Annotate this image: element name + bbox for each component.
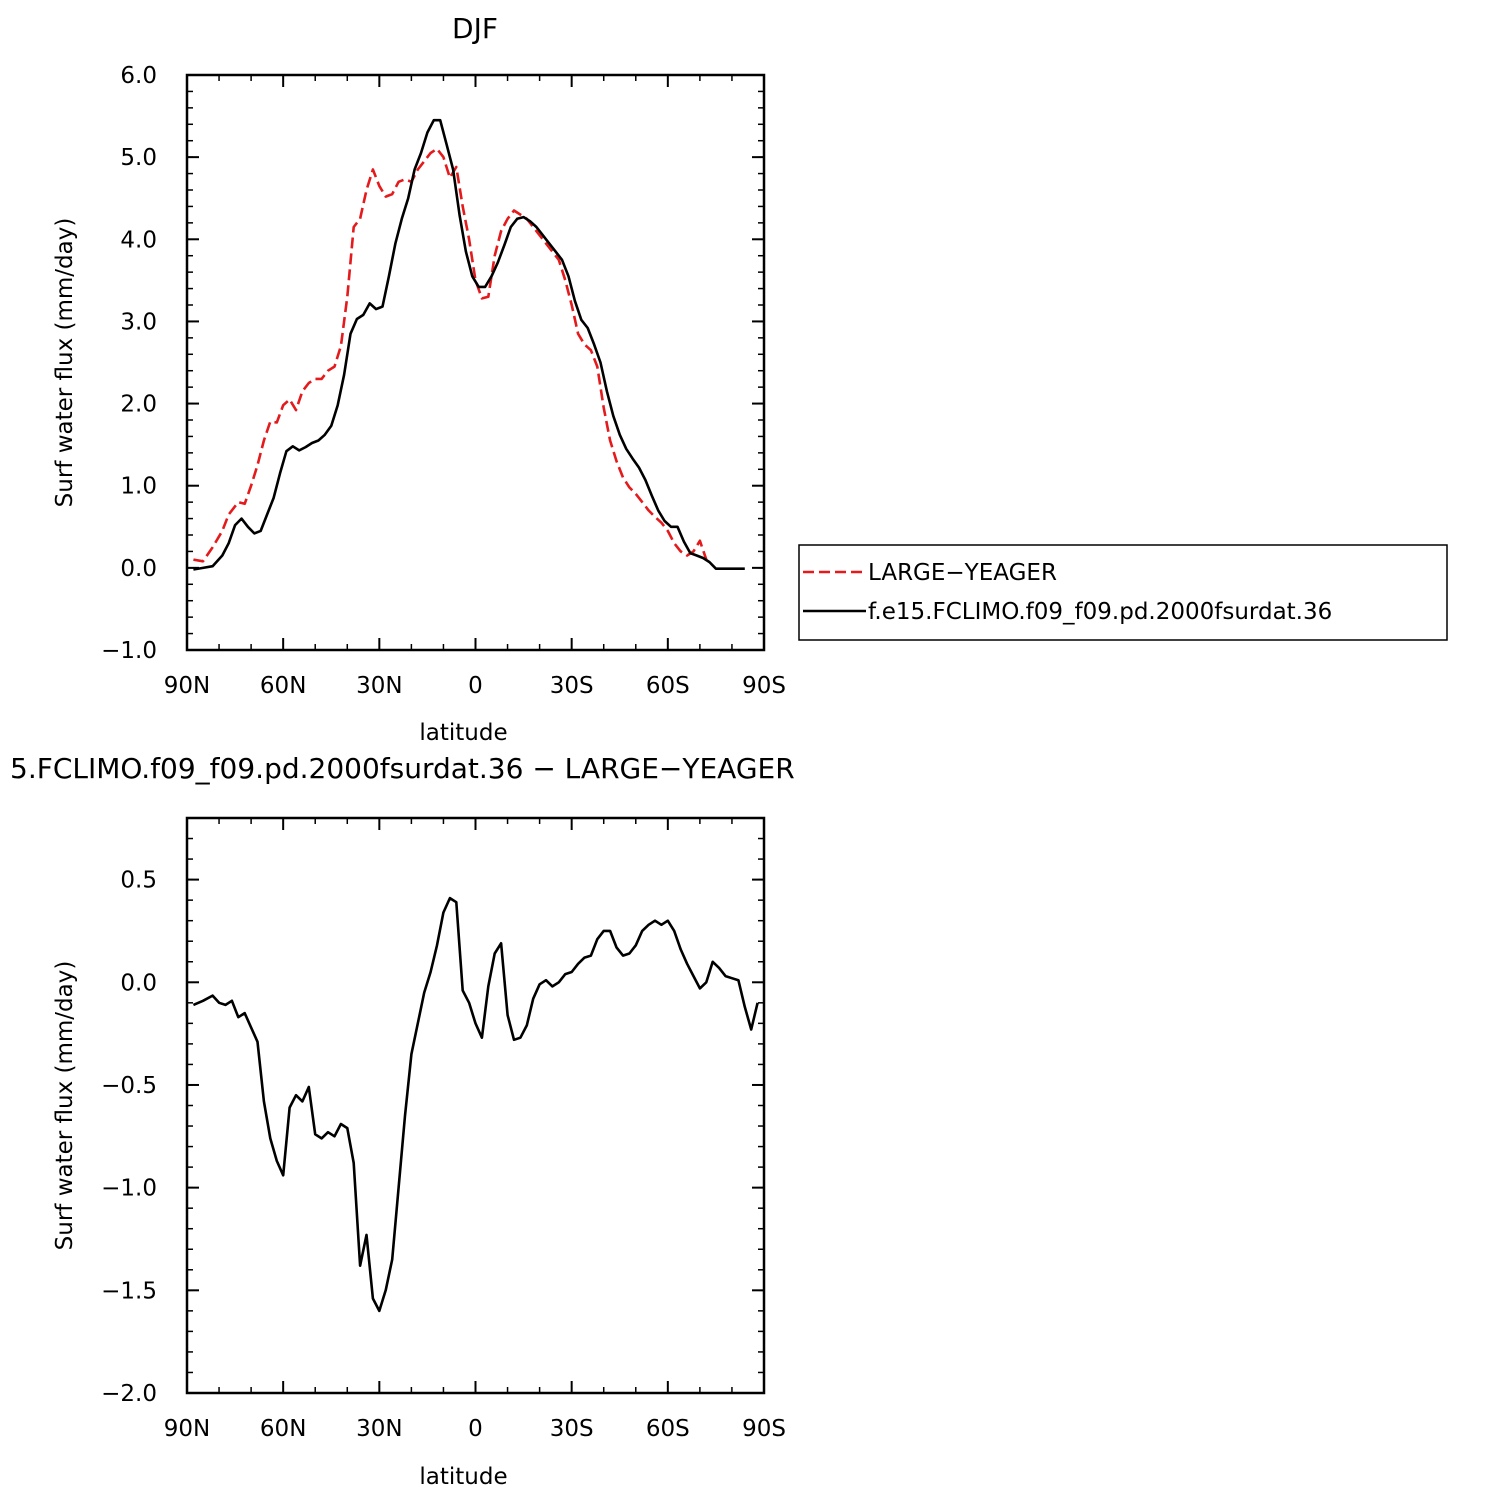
x-tick-label: 60S: [646, 673, 690, 699]
x-tick-label: 0: [468, 673, 483, 699]
x-tick-label: 30S: [550, 673, 594, 699]
x-tick-label: 60N: [260, 673, 306, 699]
legend: [798, 544, 1448, 641]
y-tick-label: 2.0: [120, 392, 157, 418]
x-tick-label: 30N: [356, 1416, 402, 1442]
x-tick-label: 90S: [742, 673, 786, 699]
x-tick-label: 90N: [164, 673, 210, 699]
plot-frame: [185, 73, 766, 652]
x-tick-label: 30S: [550, 1416, 594, 1442]
y-tick-label: −0.5: [101, 1073, 157, 1099]
x-tick-label: 30N: [356, 673, 402, 699]
y-tick-label: 0.0: [120, 556, 157, 582]
legend-box: [798, 544, 1448, 641]
y-axis-label: Surf water flux (mm/day): [52, 961, 78, 1251]
y-tick-label: 0.0: [120, 970, 157, 996]
x-tick-label: 60N: [260, 1416, 306, 1442]
plot-frame: [185, 816, 766, 1395]
x-tick-label: 90N: [164, 1416, 210, 1442]
y-tick-label: −1.0: [101, 638, 157, 664]
x-tick-label: 90S: [742, 1416, 786, 1442]
y-tick-label: 0.5: [120, 868, 157, 894]
y-tick-label: 4.0: [120, 227, 157, 253]
y-tick-label: −1.0: [101, 1176, 157, 1202]
x-tick-label: 60S: [646, 1416, 690, 1442]
y-tick-label: 1.0: [120, 474, 157, 500]
series-line-1: [193, 147, 708, 563]
y-tick-label: 5.0: [120, 145, 157, 171]
y-tick-label: −1.5: [101, 1278, 157, 1304]
y-tick-label: 3.0: [120, 309, 157, 335]
x-axis-label: latitude: [419, 1464, 507, 1490]
legend-label-1: LARGE−YEAGER: [868, 560, 1057, 586]
y-tick-label: 6.0: [120, 63, 157, 89]
chart-panel-1: [185, 73, 766, 652]
legend-label-2: f.e15.FCLIMO.f09_f09.pd.2000fsurdat.36: [868, 599, 1332, 625]
y-axis-label: Surf water flux (mm/day): [52, 218, 78, 508]
series-line-1: [192, 896, 759, 1313]
chart-title: DJF: [452, 12, 498, 45]
y-tick-label: −2.0: [101, 1381, 157, 1407]
chart-title: 5.FCLIMO.f09_f09.pd.2000fsurdat.36 − LAR…: [10, 752, 795, 785]
x-axis-label: latitude: [419, 720, 507, 746]
x-tick-label: 0: [468, 1416, 483, 1442]
chart-panel-2: [185, 816, 766, 1395]
series-line-2: [193, 118, 745, 571]
